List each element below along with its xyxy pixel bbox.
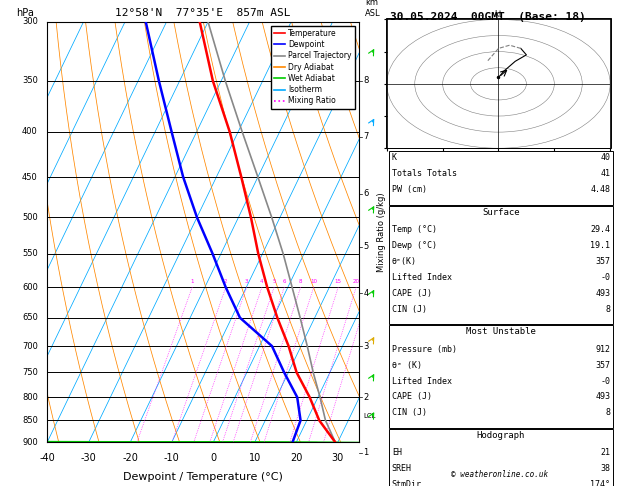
Text: 8: 8 bbox=[605, 305, 610, 313]
Text: 800: 800 bbox=[22, 393, 38, 402]
Text: 19.1: 19.1 bbox=[590, 241, 610, 250]
Text: 4.48: 4.48 bbox=[590, 185, 610, 194]
Text: 15: 15 bbox=[335, 279, 342, 284]
Text: 5: 5 bbox=[363, 243, 369, 251]
Text: 6: 6 bbox=[363, 189, 369, 198]
Text: 0: 0 bbox=[210, 453, 216, 463]
Legend: Temperature, Dewpoint, Parcel Trajectory, Dry Adiabat, Wet Adiabat, Isotherm, Mi: Temperature, Dewpoint, Parcel Trajectory… bbox=[270, 26, 355, 108]
Text: Lifted Index: Lifted Index bbox=[392, 273, 452, 282]
Text: -40: -40 bbox=[39, 453, 55, 463]
Text: Lifted Index: Lifted Index bbox=[392, 377, 452, 385]
Text: 10: 10 bbox=[248, 453, 261, 463]
Text: Dewp (°C): Dewp (°C) bbox=[392, 241, 437, 250]
Text: Mixing Ratio (g/kg): Mixing Ratio (g/kg) bbox=[377, 192, 386, 272]
Text: 600: 600 bbox=[22, 282, 38, 292]
Text: LCL: LCL bbox=[363, 413, 376, 419]
Text: 21: 21 bbox=[600, 449, 610, 457]
Text: 8: 8 bbox=[363, 76, 369, 86]
Text: 650: 650 bbox=[22, 313, 38, 322]
Text: 7: 7 bbox=[363, 132, 369, 141]
Text: 30.05.2024  00GMT  (Base: 18): 30.05.2024 00GMT (Base: 18) bbox=[389, 12, 586, 22]
Text: 1: 1 bbox=[363, 448, 369, 457]
Text: K: K bbox=[392, 153, 397, 162]
Text: Pressure (mb): Pressure (mb) bbox=[392, 345, 457, 354]
Text: 450: 450 bbox=[22, 173, 38, 182]
Text: 1: 1 bbox=[191, 279, 194, 284]
Text: 493: 493 bbox=[595, 289, 610, 298]
Text: 10: 10 bbox=[310, 279, 317, 284]
Text: 912: 912 bbox=[595, 345, 610, 354]
Text: 41: 41 bbox=[600, 169, 610, 178]
Text: Hodograph: Hodograph bbox=[477, 431, 525, 440]
Text: hPa: hPa bbox=[16, 8, 35, 17]
Text: 357: 357 bbox=[595, 361, 610, 370]
Text: Temp (°C): Temp (°C) bbox=[392, 225, 437, 234]
Text: 400: 400 bbox=[22, 127, 38, 137]
Text: θᵉ (K): θᵉ (K) bbox=[392, 361, 422, 370]
Text: 850: 850 bbox=[22, 416, 38, 425]
Text: θᵉ(K): θᵉ(K) bbox=[392, 257, 417, 266]
Text: 2: 2 bbox=[224, 279, 228, 284]
Text: -0: -0 bbox=[600, 377, 610, 385]
Text: 350: 350 bbox=[22, 76, 38, 86]
Text: 4: 4 bbox=[260, 279, 264, 284]
Text: -20: -20 bbox=[122, 453, 138, 463]
Text: -30: -30 bbox=[81, 453, 97, 463]
Text: 8: 8 bbox=[605, 408, 610, 417]
Text: 174°: 174° bbox=[590, 480, 610, 486]
Text: km
ASL: km ASL bbox=[365, 0, 381, 17]
Text: 550: 550 bbox=[22, 249, 38, 259]
Text: 357: 357 bbox=[595, 257, 610, 266]
Text: CIN (J): CIN (J) bbox=[392, 408, 427, 417]
Text: -0: -0 bbox=[600, 273, 610, 282]
Text: © weatheronline.co.uk: © weatheronline.co.uk bbox=[452, 469, 548, 479]
Title: kt: kt bbox=[494, 10, 503, 19]
Title: 12°58'N  77°35'E  857m ASL: 12°58'N 77°35'E 857m ASL bbox=[115, 8, 291, 18]
Text: Most Unstable: Most Unstable bbox=[466, 328, 536, 336]
Text: 4: 4 bbox=[363, 289, 369, 298]
Text: Dewpoint / Temperature (°C): Dewpoint / Temperature (°C) bbox=[123, 472, 283, 482]
Text: 750: 750 bbox=[22, 368, 38, 377]
Text: 20: 20 bbox=[353, 279, 360, 284]
Text: 500: 500 bbox=[22, 213, 38, 222]
Text: 300: 300 bbox=[22, 17, 38, 26]
Text: 30: 30 bbox=[331, 453, 344, 463]
Text: 6: 6 bbox=[282, 279, 286, 284]
Text: 3: 3 bbox=[363, 342, 369, 350]
Text: 8: 8 bbox=[299, 279, 303, 284]
Text: PW (cm): PW (cm) bbox=[392, 185, 427, 194]
Text: 40: 40 bbox=[600, 153, 610, 162]
Text: 38: 38 bbox=[600, 465, 610, 473]
Text: 900: 900 bbox=[22, 438, 38, 447]
Text: 493: 493 bbox=[595, 393, 610, 401]
Text: CAPE (J): CAPE (J) bbox=[392, 289, 432, 298]
Text: Totals Totals: Totals Totals bbox=[392, 169, 457, 178]
Text: 20: 20 bbox=[290, 453, 303, 463]
Text: StmDir: StmDir bbox=[392, 480, 422, 486]
Text: Surface: Surface bbox=[482, 208, 520, 217]
Text: 29.4: 29.4 bbox=[590, 225, 610, 234]
Text: CAPE (J): CAPE (J) bbox=[392, 393, 432, 401]
Text: 3: 3 bbox=[245, 279, 248, 284]
Text: 700: 700 bbox=[22, 342, 38, 350]
Text: SREH: SREH bbox=[392, 465, 412, 473]
Text: EH: EH bbox=[392, 449, 402, 457]
Text: -10: -10 bbox=[164, 453, 180, 463]
Text: 2: 2 bbox=[363, 393, 369, 402]
Text: 5: 5 bbox=[272, 279, 276, 284]
Text: CIN (J): CIN (J) bbox=[392, 305, 427, 313]
